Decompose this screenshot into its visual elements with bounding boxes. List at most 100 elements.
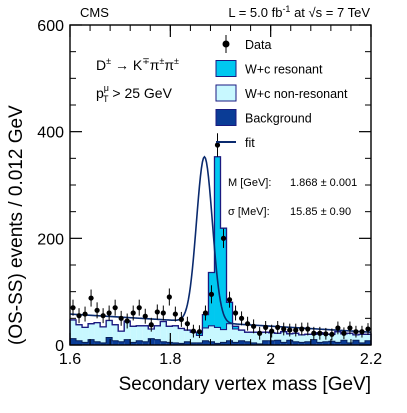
bar-nonresonant [358, 334, 365, 343]
bar-nonresonant [130, 326, 137, 343]
data-marker [154, 309, 160, 315]
bar-background [100, 342, 107, 345]
bar-nonresonant [142, 325, 149, 342]
bar-background [238, 340, 245, 345]
data-marker [317, 330, 323, 336]
data-marker [142, 313, 148, 319]
bar-background [322, 341, 329, 345]
data-marker [257, 330, 263, 336]
data-point [335, 321, 341, 335]
data-point [94, 302, 100, 319]
bar-background [166, 342, 173, 345]
bar-resonant [214, 156, 221, 328]
bar-background [202, 340, 209, 345]
data-point [293, 323, 299, 337]
bar-nonresonant [274, 333, 281, 341]
bar-background [328, 341, 335, 345]
data-point [154, 304, 160, 320]
data-point [323, 327, 329, 340]
data-marker [329, 331, 335, 337]
x-tick-label: 1.8 [159, 351, 181, 368]
legend-label: fit [245, 136, 255, 150]
x-axis-label: Secondary vertex mass [GeV] [119, 374, 371, 395]
data-point [214, 133, 221, 157]
bar-background [316, 342, 323, 345]
bar-background [94, 341, 101, 345]
data-point [244, 316, 251, 331]
plot-area: 1.6 1.8 2 2.2 0 200 400 600 [37, 18, 382, 368]
bar-nonresonant [292, 333, 299, 342]
data-marker [220, 235, 227, 241]
bar-resonant [220, 228, 227, 330]
bar-background [172, 342, 179, 345]
outline-background [69, 337, 372, 345]
bar-background [340, 340, 347, 345]
bar-nonresonant [232, 329, 239, 343]
bar-nonresonant [148, 329, 155, 339]
luminosity-label: L = 5.0 fb-1 at √s = 7 TeV [228, 4, 370, 20]
y-axis-label: (OS-SS) events / 0.012 GeV [6, 105, 27, 345]
data-marker [82, 311, 88, 317]
bar-resonant [202, 314, 209, 328]
data-point [106, 305, 112, 321]
bar-background [220, 342, 227, 345]
data-marker [299, 326, 305, 332]
data-marker [347, 325, 353, 331]
data-point [208, 285, 215, 304]
data-marker [293, 327, 299, 333]
data-marker [124, 318, 130, 324]
data-point [287, 323, 293, 337]
data-marker [263, 324, 269, 330]
bar-background [250, 342, 257, 345]
bar-background [70, 338, 77, 345]
bar-nonresonant [214, 327, 221, 344]
data-point [88, 289, 94, 307]
data-marker [118, 315, 124, 321]
legend-label: W+c non-resonant [245, 87, 348, 101]
data-marker [232, 310, 239, 316]
data-point [275, 321, 281, 334]
bar-nonresonant [94, 322, 101, 342]
data-marker [238, 315, 245, 321]
bar-background [358, 342, 365, 345]
bar-nonresonant [118, 331, 125, 342]
data-point [232, 305, 239, 321]
fit-sigma-value: 15.85 ± 0.90 [290, 206, 351, 218]
decay-annotation: D± → K∓π±π± [96, 56, 179, 73]
bar-background [304, 341, 311, 345]
bar-background [352, 340, 359, 345]
data-marker [323, 331, 329, 337]
data-point [130, 305, 136, 321]
bar-background [280, 342, 287, 345]
fit-mass-value: 1.868 ± 0.001 [290, 177, 357, 189]
data-point [251, 319, 257, 334]
data-point [136, 299, 142, 316]
bar-background [118, 341, 125, 345]
axis-ticks: 1.6 1.8 2 2.2 0 200 400 600 [37, 18, 382, 368]
data-point [317, 326, 323, 340]
bar-background [364, 340, 371, 345]
data-marker [202, 310, 209, 316]
data-marker [190, 328, 197, 334]
y-tick-label: 600 [37, 18, 64, 35]
y-tick-label: 200 [37, 231, 64, 248]
data-marker [184, 321, 190, 327]
data-point [100, 308, 106, 324]
experiment-label: CMS [80, 5, 109, 20]
data-point [263, 321, 269, 334]
data-marker [130, 310, 136, 316]
bar-nonresonant [286, 333, 293, 341]
bar-resonant [226, 302, 233, 324]
bar-background [346, 342, 353, 345]
bar-nonresonant [178, 328, 185, 344]
bar-background [214, 343, 221, 345]
bar-background [274, 340, 281, 345]
bar-nonresonant [154, 325, 161, 340]
data-point [184, 316, 190, 331]
data-marker [160, 310, 166, 316]
data-point [178, 311, 184, 327]
data-marker [269, 328, 275, 334]
data-marker [341, 330, 347, 336]
bar-background [298, 342, 305, 345]
